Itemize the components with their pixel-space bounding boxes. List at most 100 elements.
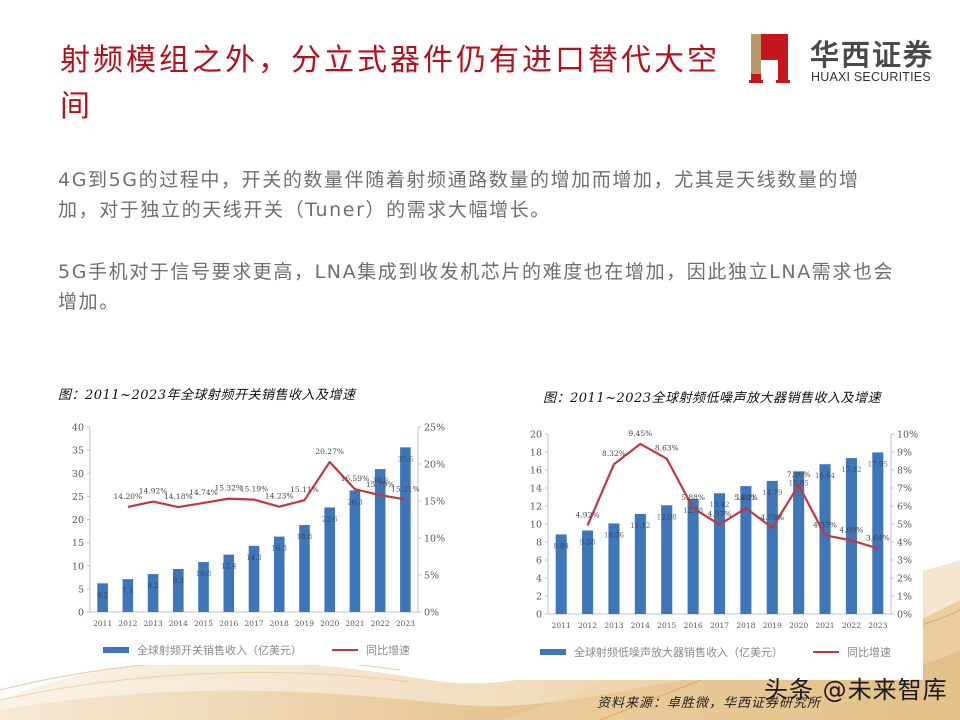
svg-text:8.84: 8.84 xyxy=(553,542,569,550)
svg-text:6%: 6% xyxy=(897,502,912,513)
svg-text:25%: 25% xyxy=(424,423,445,434)
legend-bar-swatch xyxy=(103,647,129,653)
svg-text:0%: 0% xyxy=(897,610,912,621)
svg-text:9.28: 9.28 xyxy=(580,538,596,546)
chart-lna-revenue: 0 2 4 6 8 10 12 14 16 18 20 0% 1% 2% 3% 4% 5% 6% 7% 8% 9% 10%… xyxy=(518,418,923,680)
svg-text:18.8: 18.8 xyxy=(297,533,313,541)
svg-text:3.64%: 3.64% xyxy=(866,533,890,542)
legend-bar-swatch xyxy=(540,649,566,655)
svg-text:20: 20 xyxy=(530,430,542,441)
chart-lna-plot: 0 2 4 6 8 10 12 14 16 18 20 0% 1% 2% 3% 4% 5% 6% 7% 8% 9% 10%… xyxy=(530,429,918,630)
svg-text:4%: 4% xyxy=(897,538,912,549)
svg-text:30.9: 30.9 xyxy=(372,477,388,485)
svg-text:4: 4 xyxy=(536,574,542,585)
slide-title: 射频模组之外，分立式器件仍有进口替代大空间 xyxy=(60,43,720,124)
svg-text:15.85: 15.85 xyxy=(789,479,809,487)
svg-text:16: 16 xyxy=(530,466,542,477)
svg-text:10%: 10% xyxy=(897,430,918,441)
svg-text:20%: 20% xyxy=(424,460,445,471)
watermark: 头条 @未来智库 xyxy=(764,676,948,704)
svg-text:10.8: 10.8 xyxy=(196,570,212,578)
chart-title-switch: 图：2011~2023年全球射频开关销售收入及增速 xyxy=(58,388,356,403)
paragraph-switch: 4G到5G的过程中，开关的数量伴随着射频通路数量的增加而增加，尤其是天线数量的增… xyxy=(58,169,860,221)
logo-name-cn: 华西证券 xyxy=(810,38,935,72)
svg-text:15%: 15% xyxy=(424,497,445,508)
svg-text:12.78: 12.78 xyxy=(683,507,703,515)
svg-text:22.6: 22.6 xyxy=(322,515,338,523)
svg-text:7.1: 7.1 xyxy=(122,587,133,595)
svg-text:2019: 2019 xyxy=(295,619,314,628)
svg-text:5%: 5% xyxy=(424,571,439,582)
svg-text:2014: 2014 xyxy=(169,619,188,628)
svg-text:2018: 2018 xyxy=(270,619,289,628)
svg-text:16.64: 16.64 xyxy=(815,472,836,480)
svg-text:2012: 2012 xyxy=(118,619,137,628)
svg-text:20: 20 xyxy=(72,515,84,526)
legend-bar-label: 全球射频低噪声放大器销售收入（亿美元） xyxy=(574,646,783,659)
svg-text:40: 40 xyxy=(72,423,84,434)
legend-bar-label: 全球射频开关销售收入（亿美元） xyxy=(137,644,302,657)
svg-text:9.45%: 9.45% xyxy=(628,429,652,438)
svg-text:0: 0 xyxy=(536,610,542,621)
svg-text:10: 10 xyxy=(72,561,84,572)
svg-text:9.3: 9.3 xyxy=(173,577,184,585)
svg-text:20.27%: 20.27% xyxy=(315,447,344,456)
svg-text:35: 35 xyxy=(72,446,84,457)
svg-text:2%: 2% xyxy=(897,574,912,585)
svg-text:13.42: 13.42 xyxy=(709,501,729,509)
chart-switch-plot: 0 5 10 15 20 25 30 35 40 0% 5% 10% 15% 20% 25% 2011 6.2 2… xyxy=(72,423,445,629)
chart-title-lna: 图：2011~2023全球射频低噪声放大器销售收入及增速 xyxy=(543,391,882,406)
chart-lna-legend: 全球射频低噪声放大器销售收入（亿美元） 同比增速 xyxy=(540,644,891,660)
svg-text:25: 25 xyxy=(72,492,84,503)
svg-text:8: 8 xyxy=(536,538,542,549)
svg-text:2013: 2013 xyxy=(144,619,163,628)
legend-line-swatch xyxy=(813,651,839,653)
svg-text:2023: 2023 xyxy=(868,621,887,630)
svg-text:4.79%: 4.79% xyxy=(760,513,784,522)
svg-text:8.63%: 8.63% xyxy=(655,444,679,453)
svg-text:8.32%: 8.32% xyxy=(602,449,626,458)
svg-text:14.74%: 14.74% xyxy=(189,488,218,497)
svg-text:2017: 2017 xyxy=(710,621,729,630)
svg-text:2012: 2012 xyxy=(578,621,597,630)
svg-text:14.79: 14.79 xyxy=(762,489,782,497)
svg-text:5.88%: 5.88% xyxy=(734,493,758,502)
svg-text:2011: 2011 xyxy=(552,621,571,630)
svg-text:4.97%: 4.97% xyxy=(708,510,732,519)
svg-text:14.18%: 14.18% xyxy=(164,492,193,501)
svg-text:2022: 2022 xyxy=(371,619,390,628)
svg-text:18: 18 xyxy=(530,448,542,459)
svg-text:14.20%: 14.20% xyxy=(114,492,143,501)
huaxi-logo: 华西证券 HUAXI SECURITIES xyxy=(748,32,948,88)
svg-text:9%: 9% xyxy=(897,448,912,459)
svg-text:35.6: 35.6 xyxy=(398,455,414,463)
chart-switch-legend: 全球射频开关销售收入（亿美元） 同比增速 xyxy=(103,642,410,658)
svg-text:6: 6 xyxy=(536,556,542,567)
svg-text:2016: 2016 xyxy=(684,621,703,630)
svg-text:10.06: 10.06 xyxy=(604,531,625,539)
svg-text:2021: 2021 xyxy=(345,619,364,628)
svg-text:12.4: 12.4 xyxy=(221,563,237,571)
svg-text:0: 0 xyxy=(78,608,84,619)
svg-text:2018: 2018 xyxy=(736,621,755,630)
huaxi-logo-icon xyxy=(749,34,790,83)
svg-text:0%: 0% xyxy=(424,608,439,619)
svg-text:2: 2 xyxy=(536,592,542,603)
svg-text:17.32: 17.32 xyxy=(841,466,861,474)
svg-text:16.59%: 16.59% xyxy=(341,474,370,483)
svg-text:2015: 2015 xyxy=(194,619,213,628)
svg-text:2020: 2020 xyxy=(320,619,339,628)
svg-text:15.21%: 15.21% xyxy=(391,484,420,493)
svg-text:30: 30 xyxy=(72,469,84,480)
svg-text:2019: 2019 xyxy=(763,621,782,630)
svg-text:14.23%: 14.23% xyxy=(265,492,294,501)
svg-text:2016: 2016 xyxy=(219,619,238,628)
svg-text:2021: 2021 xyxy=(815,621,834,630)
svg-text:6.2: 6.2 xyxy=(97,591,108,599)
svg-text:4.92%: 4.92% xyxy=(576,510,600,519)
paragraph-lna: 5G手机对于信号要求更高，LNA集成到收发机芯片的难度也在增加，因此独立LNA需… xyxy=(58,261,895,313)
svg-text:7.16%: 7.16% xyxy=(787,470,811,479)
legend-line-label: 同比增速 xyxy=(366,644,410,657)
svg-text:5: 5 xyxy=(78,584,84,595)
svg-text:2022: 2022 xyxy=(842,621,861,630)
